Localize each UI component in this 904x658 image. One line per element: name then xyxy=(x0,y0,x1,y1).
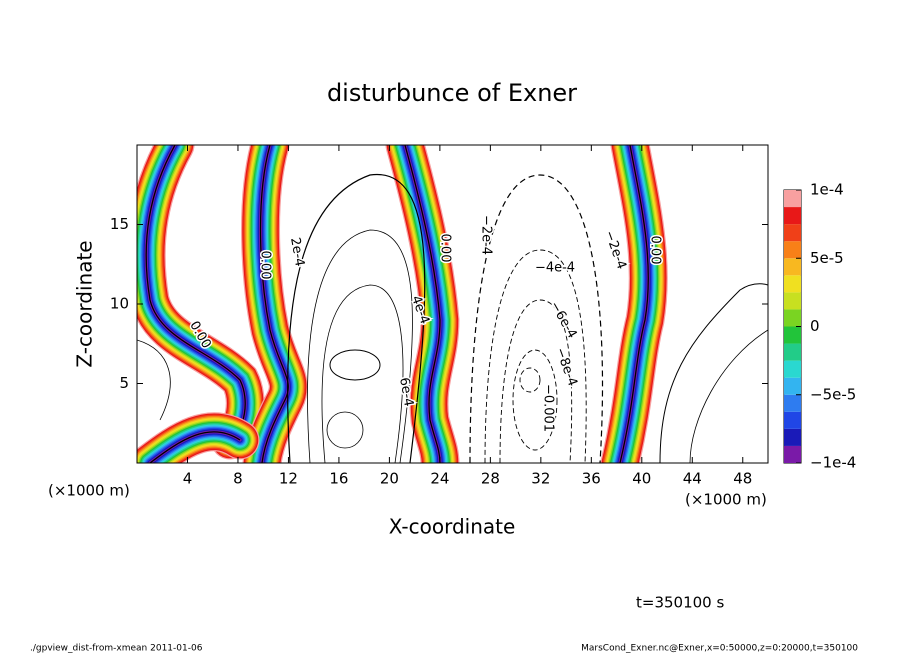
y-tick-label: 10 xyxy=(110,295,129,313)
contour-line xyxy=(329,349,381,381)
contour-label: 2e-4 xyxy=(287,236,307,267)
colorbar-band xyxy=(784,190,801,208)
zero-contour xyxy=(145,145,246,441)
x-tick-label: 16 xyxy=(329,470,348,488)
colorbar-band xyxy=(784,360,801,378)
colorbar-band xyxy=(784,224,801,242)
colorbar-band xyxy=(784,445,801,463)
x-tick-label: 24 xyxy=(430,470,449,488)
contour-label: −0.001 xyxy=(541,384,556,432)
colorbar-band xyxy=(784,309,801,327)
time-label: t=350100 s xyxy=(636,594,724,612)
colorbar-band xyxy=(784,241,801,259)
colorbar-band xyxy=(784,275,801,293)
x-tick-label: 20 xyxy=(380,470,399,488)
y-tick-label: 15 xyxy=(110,215,129,233)
colorbar-band xyxy=(784,326,801,344)
x-tick-label: 8 xyxy=(233,470,243,488)
chart-title: disturbunce of Exner xyxy=(327,79,577,107)
contour-label: −8e-4 xyxy=(552,346,580,389)
zero-contour xyxy=(404,145,441,463)
colorbar-band xyxy=(784,343,801,361)
x-tick-label: 36 xyxy=(582,470,601,488)
contour-line xyxy=(512,349,558,451)
colorbar-tick-label: 1e-4 xyxy=(810,181,844,199)
x-unit: (×1000 m) xyxy=(685,491,767,509)
contour-line xyxy=(484,249,587,463)
zero-contour xyxy=(619,145,649,463)
colorbar-band xyxy=(784,411,801,429)
colorbar-tick-label: 5e-5 xyxy=(810,249,844,267)
colorbar-tick-label: −1e-4 xyxy=(810,454,856,472)
contour-line xyxy=(321,284,404,463)
y-axis-label: Z-coordinate xyxy=(73,240,97,367)
x-tick-label: 48 xyxy=(733,470,752,488)
colorbar-tick-label: 0 xyxy=(810,317,820,335)
colorbar-band xyxy=(784,258,801,276)
footer: ./gpview_dist-from-xmean 2011-01-06 xyxy=(30,644,203,654)
contour-line xyxy=(326,411,364,449)
contour-label: 0.00 xyxy=(438,234,453,263)
x-axis-label: X-coordinate xyxy=(389,515,516,539)
contour-lines xyxy=(137,173,768,463)
zero-contour xyxy=(259,145,289,463)
contour-line xyxy=(137,339,171,421)
x-tick-label: 32 xyxy=(531,470,550,488)
field xyxy=(137,145,668,463)
contour-line xyxy=(519,367,541,393)
contour-label: 6e-4 xyxy=(396,376,416,407)
colorbar-band xyxy=(784,292,801,310)
contour-label: −2e-4 xyxy=(479,215,494,255)
y-tick-label: 5 xyxy=(119,374,129,392)
contour-label: 0.00 xyxy=(258,251,273,280)
colorbar-band xyxy=(784,377,801,395)
x-tick-label: 28 xyxy=(481,470,500,488)
contour-label: −2e-4 xyxy=(601,229,629,272)
colorbar-band xyxy=(784,207,801,225)
contour-line xyxy=(659,283,768,463)
zero-contour xyxy=(149,431,241,463)
contour-label: −6e-4 xyxy=(546,299,579,341)
contour-label: 0.00 xyxy=(648,236,663,265)
footer: MarsCond_Exner.nc@Exner,x=0:50000,z=0:20… xyxy=(581,644,858,654)
x-tick-label: 12 xyxy=(279,470,298,488)
x-tick-label: 40 xyxy=(632,470,651,488)
contour-line xyxy=(307,229,413,463)
colorbar-band xyxy=(784,428,801,446)
x-tick-label: 4 xyxy=(183,470,193,488)
contour-line xyxy=(689,329,768,463)
colorbar-band xyxy=(784,394,801,412)
contour-line xyxy=(286,173,426,463)
contour-line xyxy=(499,299,573,463)
colorbar-tick-label: −5e-5 xyxy=(810,385,856,403)
contour-label: −4e-4 xyxy=(535,261,575,276)
x-tick-label: 44 xyxy=(683,470,702,488)
contour-line xyxy=(469,174,604,463)
x-unit: (×1000 m) xyxy=(48,482,130,500)
